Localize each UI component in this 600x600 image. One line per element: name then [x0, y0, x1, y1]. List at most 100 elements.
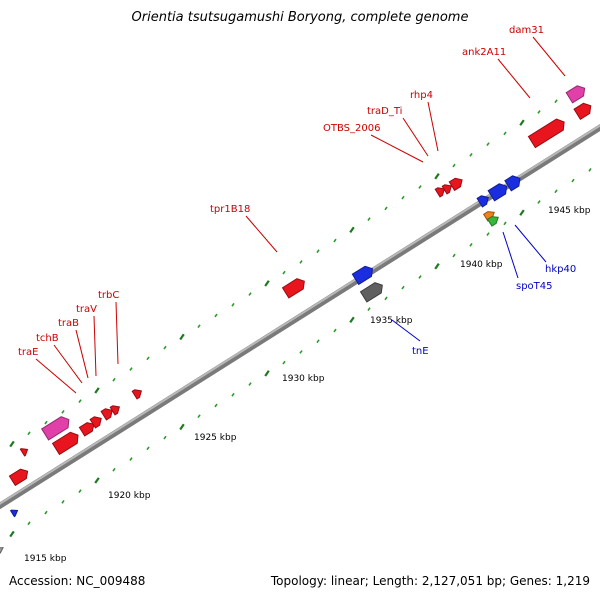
forward-gene-label: traD_Ti [367, 106, 402, 117]
forward-tick [9, 440, 15, 448]
reverse-gene-label: tnE [412, 346, 429, 357]
forward-tick [537, 110, 541, 114]
forward-tick [299, 260, 303, 264]
forward-label-leader [532, 36, 566, 77]
forward-tick [78, 399, 82, 404]
forward-tick [264, 280, 270, 287]
genome-summary: Topology: linear; Length: 2,127,051 bp; … [270, 574, 590, 588]
gene-forward [131, 389, 143, 400]
reverse-tick [61, 500, 65, 504]
reverse-tick [418, 275, 422, 279]
forward-tick [27, 431, 31, 436]
genome-title: Orientia tsutsugamushi Boryong, complete… [131, 10, 469, 25]
gene-forward [19, 448, 29, 457]
reverse-tick [349, 316, 355, 324]
reverse-tick [112, 467, 116, 472]
forward-tick [214, 313, 218, 318]
forward-tick [197, 324, 201, 329]
forward-label-leader [53, 344, 83, 384]
reverse-label-leader [391, 319, 421, 342]
forward-tick [333, 238, 337, 243]
reverse-gene-label: hkp40 [545, 264, 576, 275]
gene-forward-body [527, 118, 565, 149]
forward-tick-marks: 1915 kbp 1920 kbp 1925 kbp 1930 kbp 1935 kbp… [9, 88, 591, 564]
forward-tick [554, 99, 558, 104]
reverse-gene-label: spoT45 [516, 281, 553, 292]
gene-reverse-gray-body [359, 282, 383, 303]
forward-tick [452, 163, 456, 168]
gene-forward [573, 102, 592, 121]
tick-label: 1945 kbp [548, 206, 591, 216]
forward-tick [486, 142, 490, 146]
forward-tick [434, 173, 440, 180]
gene-forward-body [434, 187, 446, 198]
reverse-tick [27, 521, 31, 526]
forward-label-leader [245, 215, 278, 253]
tick-label: 1930 kbp [282, 374, 325, 384]
forward-tick [61, 410, 65, 414]
reverse-tick [401, 285, 405, 290]
tick-label: 1940 kbp [460, 260, 503, 270]
gene-forward-body [448, 177, 463, 192]
reverse-tick [129, 457, 133, 461]
forward-tick [469, 152, 473, 157]
gene-reverse-green [486, 216, 499, 227]
reverse-tick [282, 360, 286, 365]
gene-forward-body [51, 431, 79, 456]
gene-forward-body [100, 408, 113, 421]
forward-tick [316, 249, 320, 254]
gene-forward [51, 431, 79, 456]
gene-forward [448, 177, 463, 192]
forward-tick [231, 302, 235, 307]
reverse-tick [537, 200, 541, 204]
tick-label: 1925 kbp [194, 433, 237, 443]
gene-reverse [351, 265, 374, 286]
gene-forward [109, 405, 121, 416]
gene-forward [100, 408, 113, 421]
forward-tick [418, 185, 422, 189]
forward-gene-label: ank2A11 [462, 47, 506, 58]
gene-reverse-gray [0, 547, 4, 554]
reverse-tick [264, 370, 270, 377]
reverse-tick [434, 263, 440, 270]
gene-forward [8, 468, 29, 487]
forward-tick [401, 195, 405, 200]
gene-reverse [9, 509, 19, 518]
reverse-tick [214, 403, 218, 408]
gene-reverse-gray [359, 282, 383, 303]
tick-label: 1920 kbp [108, 491, 151, 501]
reverse-tick [248, 382, 252, 386]
forward-tick [163, 345, 167, 350]
reverse-tick [9, 530, 15, 538]
gene-forward-body [441, 184, 453, 195]
forward-label-leader [93, 315, 97, 377]
reverse-tick [78, 489, 82, 494]
forward-tick [248, 292, 252, 296]
forward-tick [519, 119, 525, 126]
gene-forward [89, 416, 102, 429]
gene-reverse [487, 183, 508, 202]
gene-forward-body [281, 278, 305, 299]
reverse-tick [44, 510, 48, 515]
gene-reverse-body [476, 195, 489, 208]
forward-gene-label: trbC [98, 290, 119, 301]
gene-forward-body [573, 102, 592, 121]
forward-tick [367, 217, 371, 221]
forward-gene-label: tchB [36, 333, 59, 344]
forward-label-leader [115, 301, 119, 365]
reverse-tick [316, 339, 320, 344]
forward-tick [112, 377, 116, 382]
forward-tick [384, 206, 388, 211]
gene-forward-body [131, 389, 143, 400]
gene-reverse-body [487, 183, 508, 202]
gene-forward-pink-body [40, 416, 70, 441]
reverse-tick [333, 328, 337, 333]
reverse-label-leader [502, 231, 519, 279]
forward-gene-label: rhp4 [410, 90, 433, 101]
reverse-tick [384, 296, 388, 301]
gene-forward-pink-body [565, 85, 586, 104]
forward-label-leader [402, 117, 429, 157]
forward-tick [44, 420, 48, 425]
